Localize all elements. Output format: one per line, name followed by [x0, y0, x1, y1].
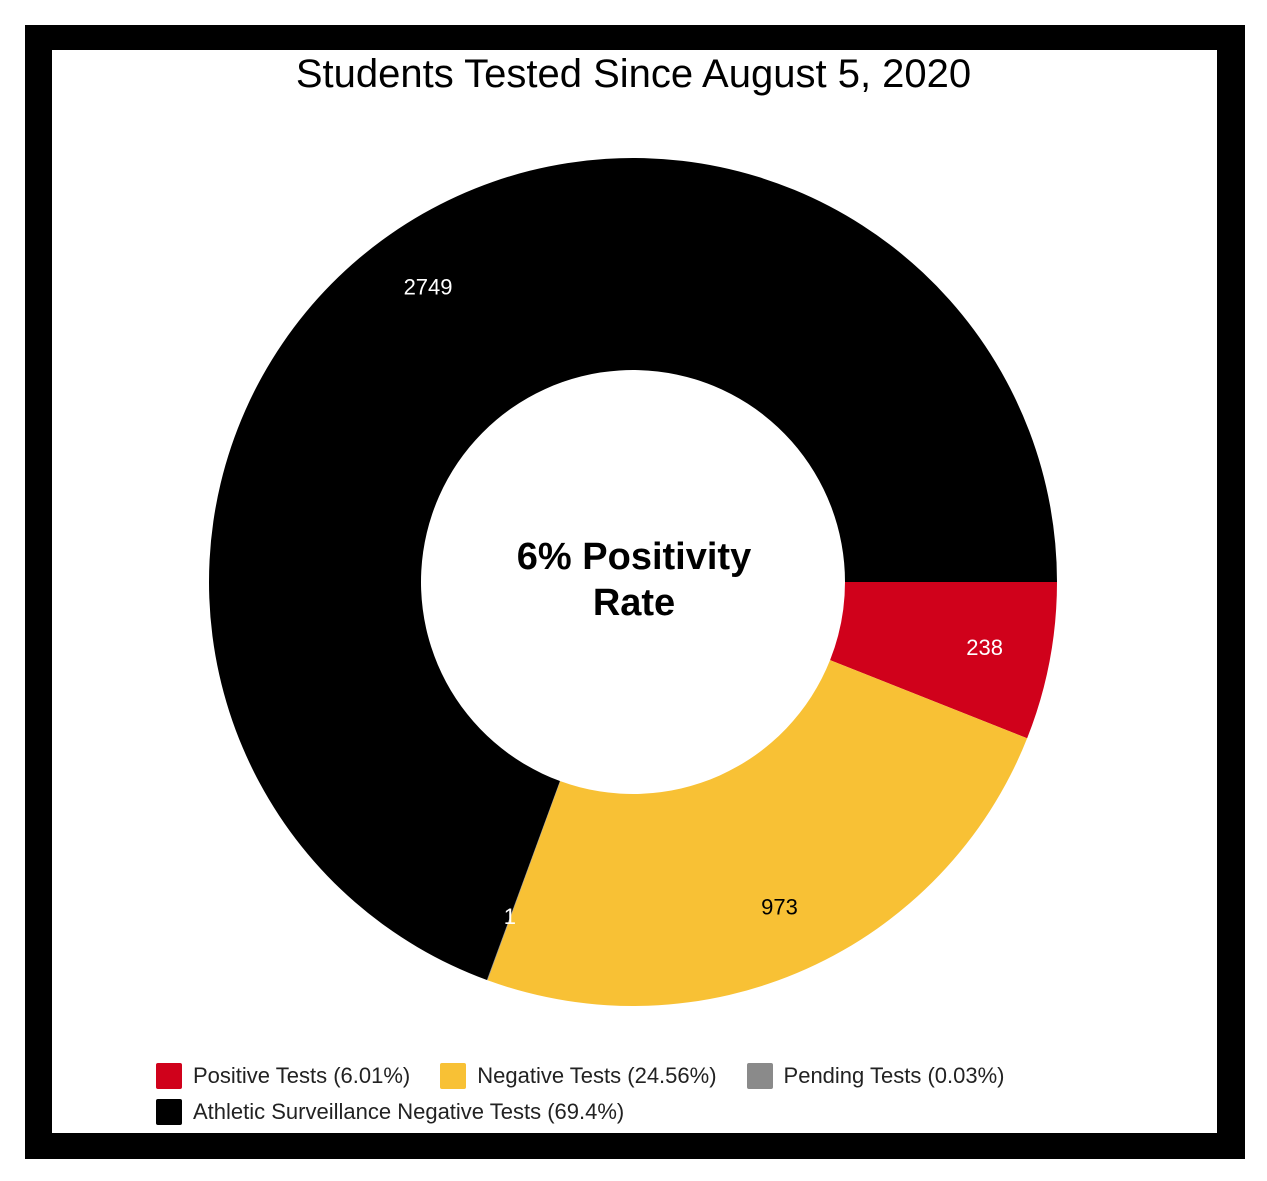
legend-label-pending: Pending Tests (0.03%) [783, 1063, 1005, 1088]
slice-positive[interactable] [830, 582, 1057, 739]
data-label-positive: 238 [966, 635, 1003, 660]
legend-label-athletic: Athletic Surveillance Negative Tests (69… [193, 1099, 625, 1124]
legend-row-1: Positive Tests (6.01%) Negative Tests (2… [156, 1058, 1156, 1094]
legend-label-positive: Positive Tests (6.01%) [193, 1063, 411, 1088]
data-label-negative: 973 [761, 894, 798, 919]
legend-swatch-pending [746, 1063, 773, 1089]
legend-item-negative[interactable]: Negative Tests (24.56%) [440, 1063, 717, 1089]
slice-pending[interactable] [486, 781, 561, 981]
legend-swatch-athletic [156, 1099, 182, 1125]
data-label-athletic: 2749 [404, 274, 453, 299]
legend-swatch-positive [156, 1063, 182, 1089]
legend: Positive Tests (6.01%) Negative Tests (2… [156, 1058, 1156, 1130]
slice-athletic[interactable] [208, 158, 1057, 981]
center-label-line1: 6% Positivity [516, 536, 752, 578]
legend-item-positive[interactable]: Positive Tests (6.01%) [156, 1063, 410, 1089]
slice-negative[interactable] [487, 660, 1028, 1007]
chart-title: Students Tested Since August 5, 2020 [295, 52, 972, 96]
center-label-line2: Rate [592, 582, 676, 624]
legend-item-athletic[interactable]: Athletic Surveillance Negative Tests (69… [156, 1099, 624, 1125]
legend-swatch-negative [440, 1063, 467, 1089]
legend-item-pending[interactable]: Pending Tests (0.03%) [746, 1063, 1005, 1089]
center-label: 6% Positivity Rate [484, 534, 784, 626]
legend-label-negative: Negative Tests (24.56%) [477, 1063, 717, 1088]
legend-row-2: Athletic Surveillance Negative Tests (69… [156, 1094, 1156, 1130]
data-label-pending: 1 [504, 904, 516, 929]
